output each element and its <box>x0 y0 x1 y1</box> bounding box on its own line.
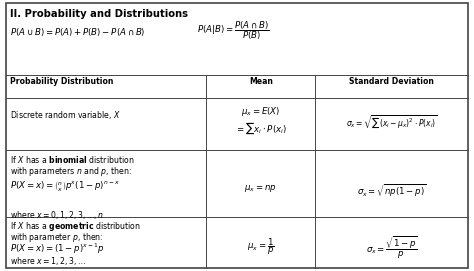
Text: with parameter $p$, then:: with parameter $p$, then: <box>10 231 104 244</box>
Text: $\sigma_x = \sqrt{np(1-p)}$: $\sigma_x = \sqrt{np(1-p)}$ <box>357 183 427 199</box>
Text: $\mu_x = np$: $\mu_x = np$ <box>245 183 277 194</box>
Text: $\mu_x = E(X)$: $\mu_x = E(X)$ <box>241 105 280 118</box>
Text: $P(A\cup B)=P(A)+P(B)-P(A\cap B)$: $P(A\cup B)=P(A)+P(B)-P(A\cap B)$ <box>10 26 146 38</box>
Text: $\sigma_x = \sqrt{\sum(x_i-\mu_x)^2 \cdot P(x_i)}$: $\sigma_x = \sqrt{\sum(x_i-\mu_x)^2 \cdo… <box>346 113 438 130</box>
Text: $P(A|B)=\dfrac{P(A\cap B)}{P(B)}$: $P(A|B)=\dfrac{P(A\cap B)}{P(B)}$ <box>197 19 269 42</box>
Text: Discrete random variable, $X$: Discrete random variable, $X$ <box>10 109 121 121</box>
Text: Mean: Mean <box>249 77 273 86</box>
Text: $P(X=x)=(1-p)^{x-1}p$: $P(X=x)=(1-p)^{x-1}p$ <box>10 242 105 256</box>
Text: If $X$ has a $\mathbf{binomial}$ distribution: If $X$ has a $\mathbf{binomial}$ distrib… <box>10 154 135 165</box>
Text: $\sigma_x = \dfrac{\sqrt{1-p}}{p}$: $\sigma_x = \dfrac{\sqrt{1-p}}{p}$ <box>366 235 418 261</box>
Text: $P(X=x)=\binom{n}{x}p^x(1-p)^{n-x}$: $P(X=x)=\binom{n}{x}p^x(1-p)^{n-x}$ <box>10 179 120 193</box>
Text: II. Probability and Distributions: II. Probability and Distributions <box>10 9 189 19</box>
Text: $\mu_x = \dfrac{1}{p}$: $\mu_x = \dfrac{1}{p}$ <box>247 236 274 257</box>
Text: where $x=1, 2, 3, \ldots$: where $x=1, 2, 3, \ldots$ <box>10 255 87 267</box>
Text: with parameters $n$ and $p$, then:: with parameters $n$ and $p$, then: <box>10 165 132 178</box>
Text: where $x=0, 1, 2, 3, \ldots, n$: where $x=0, 1, 2, 3, \ldots, n$ <box>10 209 105 221</box>
Text: Standard Deviation: Standard Deviation <box>349 77 434 86</box>
Text: If $X$ has a $\mathbf{geometric}$ distribution: If $X$ has a $\mathbf{geometric}$ distri… <box>10 220 141 233</box>
Text: $=\sum x_i \cdot P(x_i)$: $=\sum x_i \cdot P(x_i)$ <box>235 121 287 137</box>
Text: Probability Distribution: Probability Distribution <box>10 77 114 86</box>
